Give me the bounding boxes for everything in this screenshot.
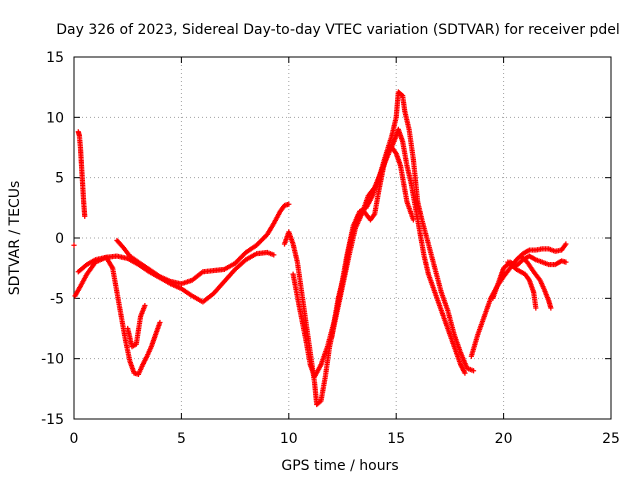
y-tick-label: -5 [50, 291, 64, 307]
data-point [82, 213, 88, 219]
x-tick-label: 0 [70, 431, 79, 447]
data-point [563, 241, 569, 247]
data-point [470, 368, 477, 374]
data-series [71, 89, 569, 408]
y-tick-label: -10 [41, 352, 64, 368]
tick-labels: 0 5 10 15 20 25 -15 -10 -5 0 5 10 15 [41, 50, 620, 447]
data-point [142, 302, 148, 309]
series-track-d [125, 302, 148, 350]
data-point [533, 305, 539, 311]
data-point [71, 242, 77, 248]
grid [74, 57, 611, 419]
data-point [286, 201, 292, 207]
data-point [563, 259, 569, 265]
chart-title: Day 326 of 2023, Sidereal Day-to-day VTE… [56, 22, 620, 38]
series-main-feature-2 [290, 89, 477, 380]
data-point [410, 217, 416, 223]
series-track-b [75, 254, 163, 377]
y-tick-label: 15 [46, 50, 64, 66]
series-late-track-2 [490, 253, 569, 301]
x-tick-label: 20 [495, 431, 513, 447]
series-early-spike [75, 129, 88, 219]
y-tick-label: -15 [41, 412, 64, 428]
x-tick-label: 10 [280, 431, 298, 447]
x-tick-label: 25 [602, 431, 620, 447]
data-point [157, 319, 163, 326]
x-tick-label: 15 [387, 431, 405, 447]
data-point [462, 370, 468, 376]
series-late-track-1 [468, 241, 569, 359]
series-late-track-3 [505, 259, 539, 311]
series-late-track-4 [518, 253, 554, 311]
x-axis-label: GPS time / hours [281, 458, 398, 474]
data-point [398, 92, 405, 98]
ticks [73, 56, 612, 420]
series-main-feature-3 [329, 144, 416, 340]
y-tick-label: 0 [55, 231, 64, 247]
x-tick-label: 5 [177, 431, 186, 447]
series-track-c [114, 201, 292, 287]
series-isolated [71, 242, 77, 248]
data-point [317, 399, 323, 405]
y-tick-label: 5 [55, 171, 64, 187]
data-point [271, 252, 277, 258]
y-axis-label: SDTVAR / TECUs [7, 181, 23, 296]
data-point [548, 305, 554, 311]
y-tick-label: 10 [46, 110, 64, 126]
